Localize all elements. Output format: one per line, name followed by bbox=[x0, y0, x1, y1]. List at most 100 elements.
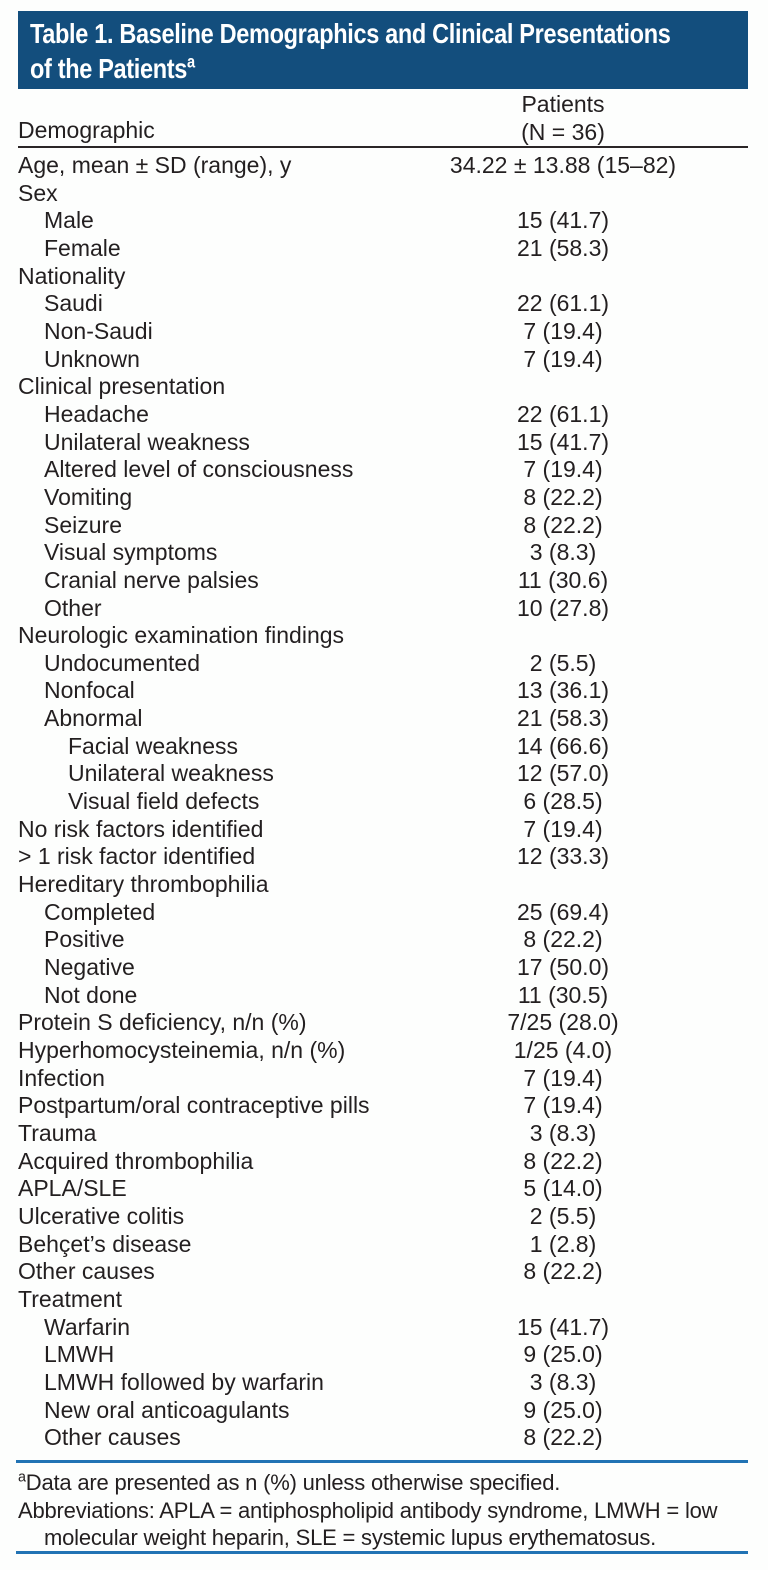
row-value: 7/25 (28.0) bbox=[507, 1009, 619, 1036]
row-label: Other causes bbox=[18, 1258, 155, 1285]
table-row: Acquired thrombophilia 8 (22.2) bbox=[0, 1148, 768, 1176]
row-value: 2 (5.5) bbox=[529, 1202, 597, 1229]
row-value: 15 (41.7) bbox=[516, 428, 610, 455]
table-row: Not done 11 (30.5) bbox=[0, 982, 768, 1010]
table-row: Altered level of consciousness 7 (19.4) bbox=[0, 456, 768, 484]
row-label: Other bbox=[44, 594, 102, 621]
row-label: Clinical presentation bbox=[18, 373, 226, 400]
table-row: Clinical presentation bbox=[0, 373, 768, 401]
row-label: Non-Saudi bbox=[44, 317, 153, 344]
footnotes: aData are presented as n (%) unless othe… bbox=[18, 1469, 748, 1552]
row-value: 3 (8.3) bbox=[529, 1368, 597, 1395]
table-row: Other causes 8 (22.2) bbox=[0, 1424, 768, 1452]
table-row: Non-Saudi 7 (19.4) bbox=[0, 318, 768, 346]
table-row: Behçet’s disease 1 (2.8) bbox=[0, 1231, 768, 1259]
table-row: Visual symptoms 3 (8.3) bbox=[0, 539, 768, 567]
table-row: Hyperhomocysteinemia, n/n (%) 1/25 (4.0) bbox=[0, 1037, 768, 1065]
table-row: > 1 risk factor identified 12 (33.3) bbox=[0, 843, 768, 871]
row-label: Facial weakness bbox=[68, 732, 239, 759]
row-label: Visual symptoms bbox=[44, 539, 218, 566]
row-value: 21 (58.3) bbox=[516, 705, 610, 732]
row-label: Altered level of consciousness bbox=[44, 456, 354, 483]
row-value: 12 (57.0) bbox=[516, 760, 610, 787]
column-header-patients-line1: Patients bbox=[521, 91, 605, 117]
table-row: Abnormal 21 (58.3) bbox=[0, 705, 768, 733]
table-row: Visual field defects 6 (28.5) bbox=[0, 788, 768, 816]
row-value: 9 (25.0) bbox=[523, 1341, 603, 1368]
row-label: Ulcerative colitis bbox=[18, 1202, 185, 1229]
column-header-patients: Patients (N = 36) bbox=[380, 91, 746, 146]
table-row: Vomiting 8 (22.2) bbox=[0, 484, 768, 512]
row-label: Unilateral weakness bbox=[44, 428, 250, 455]
footer-rule-bottom bbox=[16, 1551, 748, 1554]
table-row: Female 21 (58.3) bbox=[0, 235, 768, 263]
table-row: Unilateral weakness 15 (41.7) bbox=[0, 429, 768, 457]
table-title-line1: Table 1. Baseline Demographics and Clini… bbox=[30, 18, 671, 84]
row-label: APLA/SLE bbox=[18, 1175, 127, 1202]
row-label: Positive bbox=[44, 926, 125, 953]
table-body: Age, mean ± SD (range), y 34.22 ± 13.88 (… bbox=[0, 152, 768, 1452]
row-label: > 1 risk factor identified bbox=[18, 843, 256, 870]
row-label: Headache bbox=[44, 400, 149, 427]
row-label: Nationality bbox=[18, 262, 126, 289]
table-row: Infection 7 (19.4) bbox=[0, 1065, 768, 1093]
row-value: 8 (22.2) bbox=[523, 926, 603, 953]
row-label: Acquired thrombophilia bbox=[18, 1147, 254, 1174]
table-row: No risk factors identified 7 (19.4) bbox=[0, 816, 768, 844]
row-value: 8 (22.2) bbox=[523, 1424, 603, 1451]
row-label: Nonfocal bbox=[44, 677, 135, 704]
table-row: Other 10 (27.8) bbox=[0, 595, 768, 623]
row-value: 25 (69.4) bbox=[516, 898, 610, 925]
table-row: Sex bbox=[0, 180, 768, 208]
table-row: Saudi 22 (61.1) bbox=[0, 290, 768, 318]
table-row: Other causes 8 (22.2) bbox=[0, 1258, 768, 1286]
row-label: Warfarin bbox=[44, 1313, 131, 1340]
header-rule bbox=[18, 146, 748, 148]
table-row: Unknown 7 (19.4) bbox=[0, 346, 768, 374]
footer-rule-top bbox=[16, 1460, 748, 1463]
row-value: 34.22 ± 13.88 (15–82) bbox=[449, 152, 677, 178]
row-value: 8 (22.2) bbox=[523, 511, 603, 538]
row-value: 8 (22.2) bbox=[523, 1147, 603, 1174]
row-value: 7 (19.4) bbox=[523, 345, 603, 372]
row-label: Completed bbox=[44, 898, 156, 925]
row-value: 7 (19.4) bbox=[523, 1064, 603, 1091]
table-row: Positive 8 (22.2) bbox=[0, 926, 768, 954]
table-row: Neurologic examination findings bbox=[0, 622, 768, 650]
row-value: 15 (41.7) bbox=[516, 1313, 610, 1340]
row-label: Trauma bbox=[18, 1119, 97, 1146]
row-value: 3 (8.3) bbox=[529, 539, 597, 566]
row-value: 21 (58.3) bbox=[516, 234, 610, 261]
row-label: Treatment bbox=[18, 1285, 122, 1312]
row-label: Unilateral weakness bbox=[68, 760, 274, 787]
table-row: Age, mean ± SD (range), y 34.22 ± 13.88 (… bbox=[0, 152, 768, 180]
table-row: Protein S deficiency, n/n (%) 7/25 (28.0) bbox=[0, 1009, 768, 1037]
row-label: Hyperhomocysteinemia, n/n (%) bbox=[18, 1037, 346, 1063]
row-label: Age, mean ± SD (range), y bbox=[18, 152, 292, 178]
table-row: Seizure 8 (22.2) bbox=[0, 512, 768, 540]
row-label: Seizure bbox=[44, 511, 122, 538]
table-row: Negative 17 (50.0) bbox=[0, 954, 768, 982]
row-label: Protein S deficiency, n/n (%) bbox=[18, 1009, 307, 1036]
row-label: Neurologic examination findings bbox=[18, 622, 345, 649]
table-row: Postpartum/oral contraceptive pills 7 (19… bbox=[0, 1092, 768, 1120]
row-label: Not done bbox=[44, 981, 138, 1008]
table-row: Cranial nerve palsies 11 (30.6) bbox=[0, 567, 768, 595]
row-value: 1/25 (4.0) bbox=[513, 1037, 613, 1063]
row-label: Unknown bbox=[44, 345, 140, 372]
footnote-data: aData are presented as n (%) unless othe… bbox=[18, 1469, 561, 1495]
row-label: Negative bbox=[44, 954, 135, 981]
row-label: Behçet’s disease bbox=[18, 1230, 192, 1257]
table-row: Male 15 (41.7) bbox=[0, 207, 768, 235]
row-value: 11 (30.5) bbox=[517, 981, 609, 1008]
table-row: LMWH followed by warfarin 3 (8.3) bbox=[0, 1369, 768, 1397]
table-title-superscript: a bbox=[187, 51, 195, 72]
table-row: Facial weakness 14 (66.6) bbox=[0, 733, 768, 761]
row-label: Infection bbox=[18, 1064, 105, 1091]
table-row: New oral anticoagulants 9 (25.0) bbox=[0, 1397, 768, 1425]
row-label: Abnormal bbox=[44, 705, 143, 732]
row-label: Cranial nerve palsies bbox=[44, 566, 259, 593]
row-label: LMWH followed by warfarin bbox=[44, 1368, 324, 1395]
row-label: Sex bbox=[18, 179, 58, 206]
